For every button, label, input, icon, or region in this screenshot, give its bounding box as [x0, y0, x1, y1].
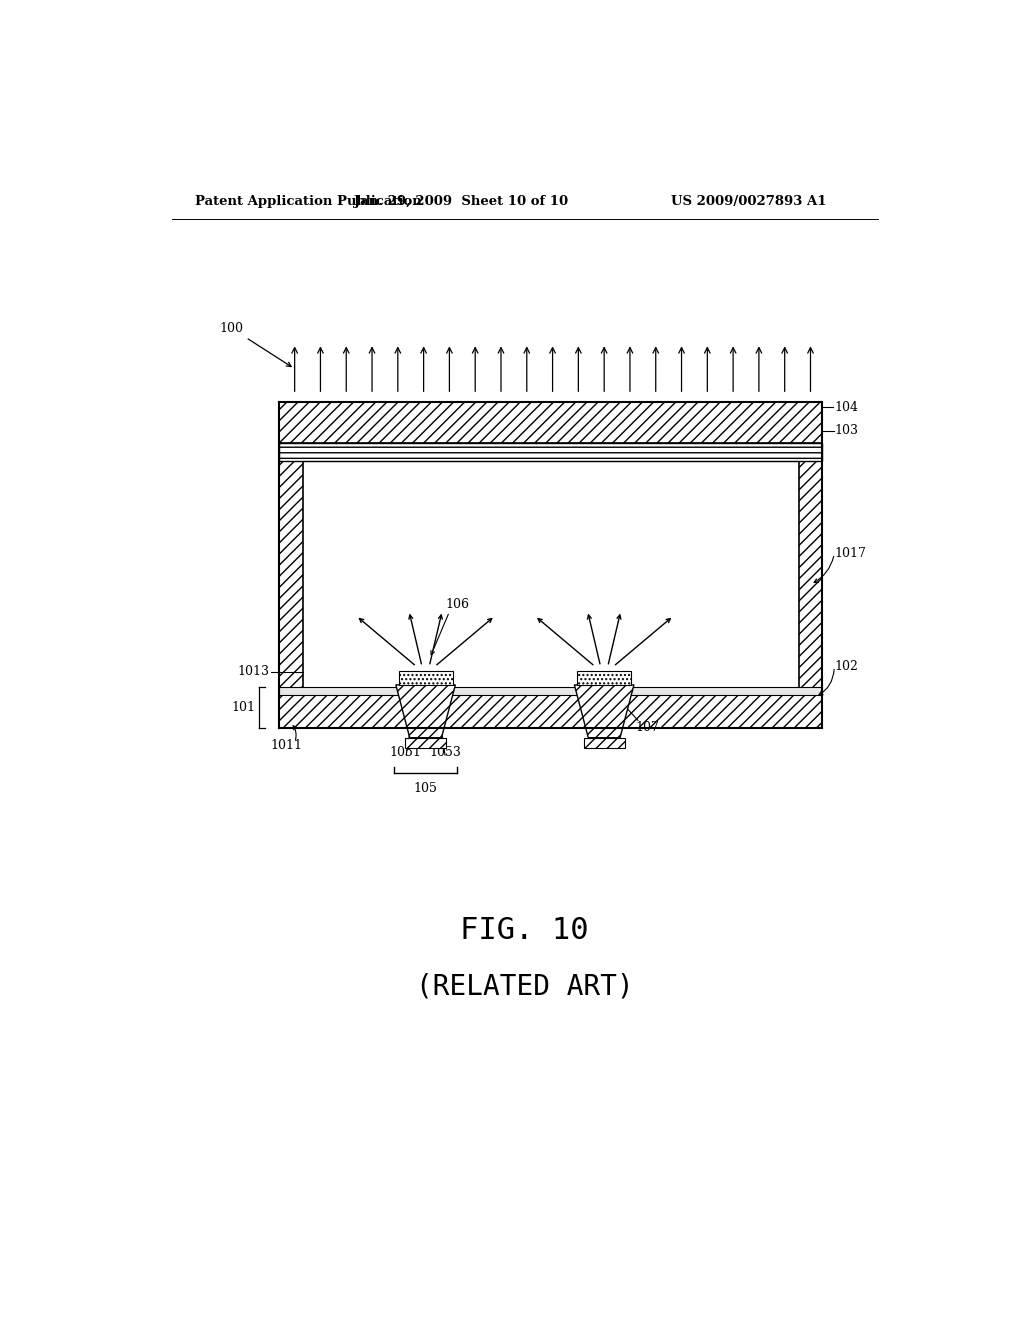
Bar	[398, 671, 453, 685]
Text: FIG. 10: FIG. 10	[461, 916, 589, 945]
Bar	[279, 403, 822, 444]
Text: 1051: 1051	[390, 747, 422, 759]
Text: 103: 103	[835, 424, 858, 437]
Text: 102: 102	[835, 660, 858, 673]
Text: 1017: 1017	[835, 548, 866, 560]
Bar	[279, 461, 303, 727]
Text: 101: 101	[231, 701, 255, 714]
Text: 105: 105	[414, 781, 437, 795]
Polygon shape	[396, 685, 456, 738]
Text: US 2009/0027893 A1: US 2009/0027893 A1	[671, 194, 826, 207]
Bar	[279, 686, 822, 696]
Bar	[578, 671, 631, 685]
Text: 104: 104	[835, 401, 858, 414]
Text: Jan. 29, 2009  Sheet 10 of 10: Jan. 29, 2009 Sheet 10 of 10	[354, 194, 568, 207]
Text: (RELATED ART): (RELATED ART)	[416, 973, 634, 1001]
Text: Patent Application Publication: Patent Application Publication	[196, 194, 422, 207]
Text: 1053: 1053	[429, 747, 462, 759]
Bar	[584, 738, 625, 748]
Polygon shape	[574, 685, 634, 738]
Bar	[279, 696, 822, 727]
Text: 100: 100	[219, 322, 291, 367]
Text: 106: 106	[445, 598, 469, 611]
Text: 1011: 1011	[270, 739, 303, 752]
Bar	[404, 738, 446, 748]
Bar	[279, 444, 822, 461]
Text: 1013: 1013	[238, 665, 269, 678]
Text: 107: 107	[636, 721, 659, 734]
Bar	[799, 461, 822, 727]
